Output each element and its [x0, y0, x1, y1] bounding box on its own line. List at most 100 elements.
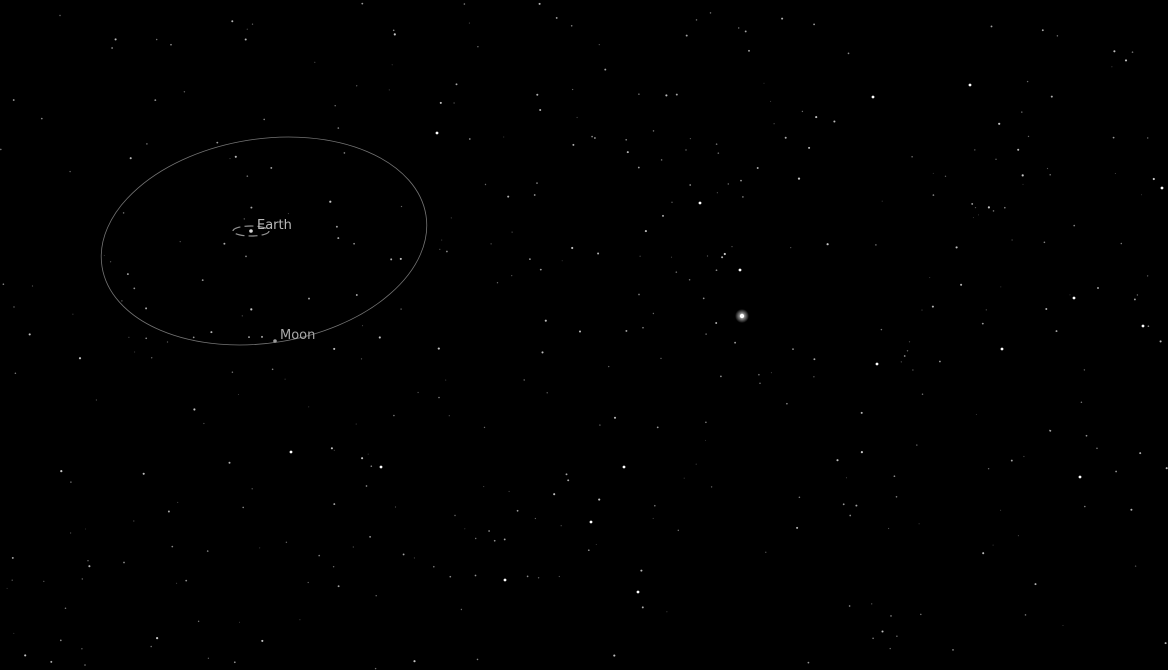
star — [245, 255, 247, 258]
star — [78, 357, 82, 360]
star — [1049, 429, 1052, 432]
star — [192, 336, 195, 339]
star — [439, 101, 442, 104]
star — [640, 569, 643, 572]
star — [1055, 330, 1058, 333]
star — [438, 396, 440, 399]
star — [238, 621, 241, 623]
star — [1080, 401, 1083, 404]
star — [145, 307, 148, 310]
star — [1011, 239, 1013, 241]
star — [763, 82, 765, 84]
star — [229, 158, 231, 160]
star — [476, 658, 479, 661]
star — [59, 639, 62, 642]
star — [987, 206, 990, 209]
moon-marker[interactable] — [273, 339, 277, 343]
star — [536, 182, 538, 184]
star — [361, 325, 364, 327]
star — [738, 268, 742, 272]
star — [511, 231, 513, 233]
star — [285, 541, 288, 543]
star — [636, 590, 640, 594]
star — [801, 110, 804, 113]
star — [727, 183, 730, 185]
star — [123, 561, 125, 564]
star — [270, 166, 273, 169]
star — [625, 138, 628, 141]
star — [571, 246, 574, 250]
star — [792, 348, 794, 350]
star — [534, 517, 537, 520]
star — [756, 167, 759, 169]
star — [849, 514, 852, 517]
star — [826, 243, 829, 246]
star — [533, 194, 536, 196]
star — [992, 210, 995, 212]
earth-marker[interactable] — [249, 229, 253, 233]
star — [284, 378, 286, 380]
star — [69, 532, 72, 534]
star — [483, 426, 486, 429]
bright-star[interactable] — [739, 313, 745, 319]
star — [539, 268, 542, 271]
moon-label[interactable]: Moon — [280, 328, 316, 343]
star — [683, 477, 685, 479]
star — [842, 503, 845, 506]
star — [625, 329, 628, 332]
star — [170, 43, 172, 46]
star — [185, 579, 188, 582]
star — [508, 490, 510, 493]
star — [468, 138, 471, 140]
star — [197, 620, 200, 623]
star — [871, 603, 873, 605]
star — [446, 250, 448, 253]
star — [895, 496, 898, 498]
star — [145, 337, 148, 340]
star — [702, 297, 705, 300]
star — [660, 159, 663, 161]
star — [1139, 452, 1142, 455]
star — [526, 575, 529, 578]
star — [365, 485, 368, 487]
star — [740, 179, 742, 182]
star — [31, 285, 34, 287]
star — [433, 565, 435, 568]
star — [652, 130, 655, 132]
star — [541, 351, 544, 354]
star — [216, 141, 219, 144]
star — [529, 258, 531, 260]
star — [246, 175, 249, 177]
star — [781, 17, 784, 20]
star — [731, 245, 733, 248]
star — [352, 546, 354, 548]
earth-label[interactable]: Earth — [257, 218, 292, 233]
star — [881, 630, 884, 633]
star — [337, 127, 340, 129]
star — [402, 553, 405, 556]
star — [675, 93, 678, 96]
star — [156, 637, 159, 640]
star — [154, 99, 157, 101]
star — [394, 506, 397, 508]
star — [122, 212, 125, 214]
star — [1114, 172, 1116, 175]
star — [880, 328, 883, 331]
star — [464, 528, 466, 530]
star — [299, 619, 301, 621]
star — [536, 93, 539, 96]
star — [578, 330, 582, 333]
star — [11, 579, 13, 581]
star — [332, 565, 335, 568]
star — [561, 260, 563, 262]
star — [1073, 224, 1076, 227]
star — [282, 223, 284, 225]
star — [893, 475, 896, 478]
star — [813, 376, 815, 378]
star — [995, 158, 997, 160]
star — [126, 273, 129, 276]
star — [1045, 308, 1048, 310]
star — [932, 172, 934, 174]
